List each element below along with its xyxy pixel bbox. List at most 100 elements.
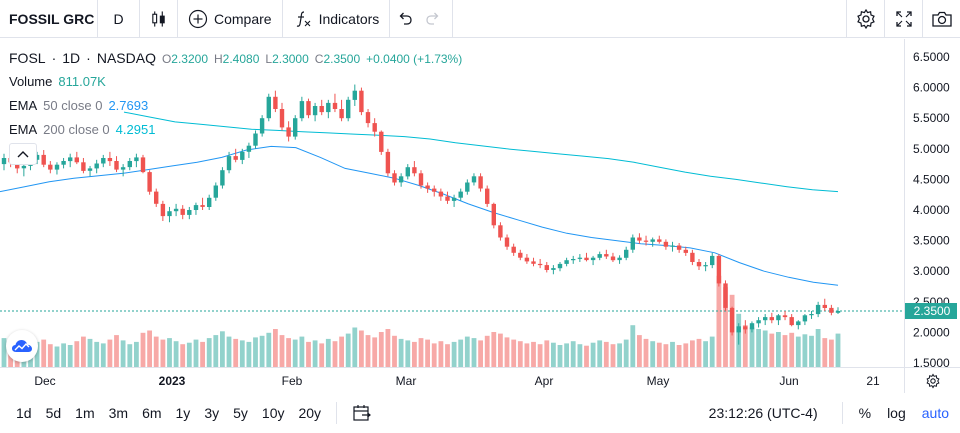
price-tick-label: 4.5000 [913,172,950,186]
high-label: H [214,52,223,66]
range-1m-button[interactable]: 1m [75,405,95,421]
range-6m-button[interactable]: 6m [142,405,162,421]
clock-timezone[interactable]: 23:12:26 (UTC-4) [708,405,818,421]
candle [398,173,404,187]
fullscreen-button[interactable] [884,0,922,38]
undo-button[interactable] [390,0,420,38]
candle [54,162,60,175]
compare-label: Compare [214,10,272,27]
volume-bar [504,337,510,367]
chart-pane[interactable] [0,39,904,367]
settings-button[interactable] [846,0,884,38]
candle [643,235,649,246]
candle [557,262,563,272]
candle [491,202,496,229]
candle [412,161,417,177]
log-scale-toggle[interactable]: log [887,405,906,421]
volume-bar [431,343,437,367]
volume-bar [524,343,530,367]
candle [769,312,774,324]
volume-bar [630,325,636,367]
legend-ema200-row[interactable]: EMA 200 close 0 4.2951 [9,118,462,142]
candle [425,182,430,193]
candle [498,222,503,241]
ema200-value: 4.2951 [115,122,156,137]
volume-bar [623,339,629,367]
candle [352,84,357,106]
candle [418,170,424,189]
volume-bar [690,340,695,367]
volume-bar [723,287,728,367]
candle [471,173,477,186]
snapshot-button[interactable] [922,0,960,38]
candle [173,203,179,217]
candle [650,237,655,247]
volume-bar [776,332,781,367]
candle [696,258,702,270]
candle [226,151,232,174]
range-1d-button[interactable]: 1d [16,405,32,421]
candle [180,205,185,220]
legend-ema50-row[interactable]: EMA 50 close 0 2.7693 [9,94,462,118]
legend-symbol[interactable]: FOSL [9,50,46,66]
candle [253,130,258,149]
candle [279,102,285,131]
volume-bar [650,341,656,367]
candle [802,314,808,326]
candle [240,148,245,165]
volume-bar [464,336,470,367]
date-range-button[interactable] [345,393,379,433]
price-tick-label: 5.5000 [913,111,950,125]
volume-bar [451,341,457,367]
candles [1,84,841,345]
time-axis[interactable]: Dec 2023 Feb Mar Apr May Jun 21 [0,367,904,393]
time-label-jun: Jun [779,374,798,388]
candle [551,265,556,275]
volume-bar [762,330,768,367]
volume-bar [299,336,305,367]
volume-bar [279,335,285,367]
candle [749,321,755,333]
chart-type-button[interactable] [140,0,178,38]
percent-scale-toggle[interactable]: % [858,405,872,421]
range-3y-button[interactable]: 3y [204,405,220,421]
interval-button[interactable]: D [98,0,140,38]
legend-volume-row[interactable]: Volume 811.07K [9,70,462,94]
price-chart[interactable] [0,39,904,367]
indicators-button[interactable]: Indicators [283,0,391,38]
volume-bar [87,338,93,367]
auto-scale-toggle[interactable]: auto [921,405,949,421]
volume-bar [1,338,7,367]
redo-button[interactable] [420,0,454,38]
symbol-search[interactable]: FOSSIL GRC [0,0,98,38]
volume-bar [253,337,258,367]
range-3m-button[interactable]: 3m [108,405,129,421]
volume-bar [597,340,603,367]
range-10y-button[interactable]: 10y [261,405,285,421]
volume-bar [81,336,86,367]
time-label-mar: Mar [396,374,417,388]
candle [193,202,199,215]
range-5y-button[interactable]: 5y [233,405,248,421]
legend-collapse-button[interactable] [9,143,37,165]
range-1y-button[interactable]: 1y [175,405,191,421]
high-value: 2.4080 [222,52,260,66]
volume-bar [570,341,576,367]
candle [160,200,166,222]
price-axis[interactable]: 6.5000 6.0000 5.5000 5.0000 4.5000 4.0000 3.50… [904,39,960,370]
candle [200,197,205,210]
compare-button[interactable]: Compare [178,0,283,38]
candle [743,320,748,334]
price-axis-scale: 6.5000 6.0000 5.5000 5.0000 4.5000 4.0000 3.50… [905,50,957,370]
range-5d-button[interactable]: 5d [45,405,62,421]
ema200-line [123,111,839,193]
candle [756,317,761,328]
tradingview-logo[interactable] [6,330,38,362]
chevron-up-icon [17,151,29,158]
volume-bar [577,344,583,367]
volume-bar [372,337,378,367]
axis-settings-button[interactable] [904,367,960,393]
candle [590,255,596,266]
candle [544,262,549,273]
range-20y-button[interactable]: 20y [298,405,322,421]
